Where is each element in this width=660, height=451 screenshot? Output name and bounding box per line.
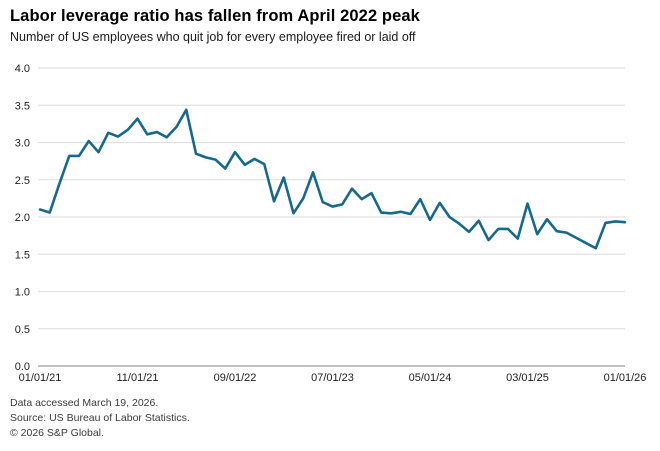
chart-subtitle: Number of US employees who quit job for … [10,30,416,44]
y-axis-tick-label: 2.0 [15,212,30,224]
y-axis-tick-label: 1.5 [15,249,30,261]
y-axis-tick-label: 0.0 [15,361,30,373]
y-axis-tick-label: 3.5 [15,100,30,112]
x-axis-tick-label: 01/01/21 [19,372,62,384]
x-axis-tick-label: 05/01/24 [409,372,452,384]
y-axis-tick-label: 2.5 [15,175,30,187]
x-axis-tick-label: 01/01/26 [604,372,647,384]
x-axis-tick-label: 03/01/25 [506,372,549,384]
chart-footer: Data accessed March 19, 2026. Source: US… [10,396,650,441]
labor-leverage-ratio-line [38,108,627,250]
y-axis-tick-label: 0.5 [15,324,30,336]
footer-data-accessed: Data accessed March 19, 2026. [10,397,159,409]
x-axis-tick-label: 11/01/21 [116,372,158,384]
footer-copyright: © 2026 S&P Global. [10,427,104,439]
y-axis-tick-label: 1.0 [15,287,30,299]
footer-source: Source: US Bureau of Labor Statistics. [10,412,190,424]
x-axis-tick-label: 07/01/23 [311,372,354,384]
y-axis-tick-label: 3.0 [15,138,30,150]
y-axis-tick-label: 4.0 [15,63,30,75]
x-axis-tick-label: 09/01/22 [214,372,257,384]
chart-title: Labor leverage ratio has fallen from Apr… [10,7,420,25]
